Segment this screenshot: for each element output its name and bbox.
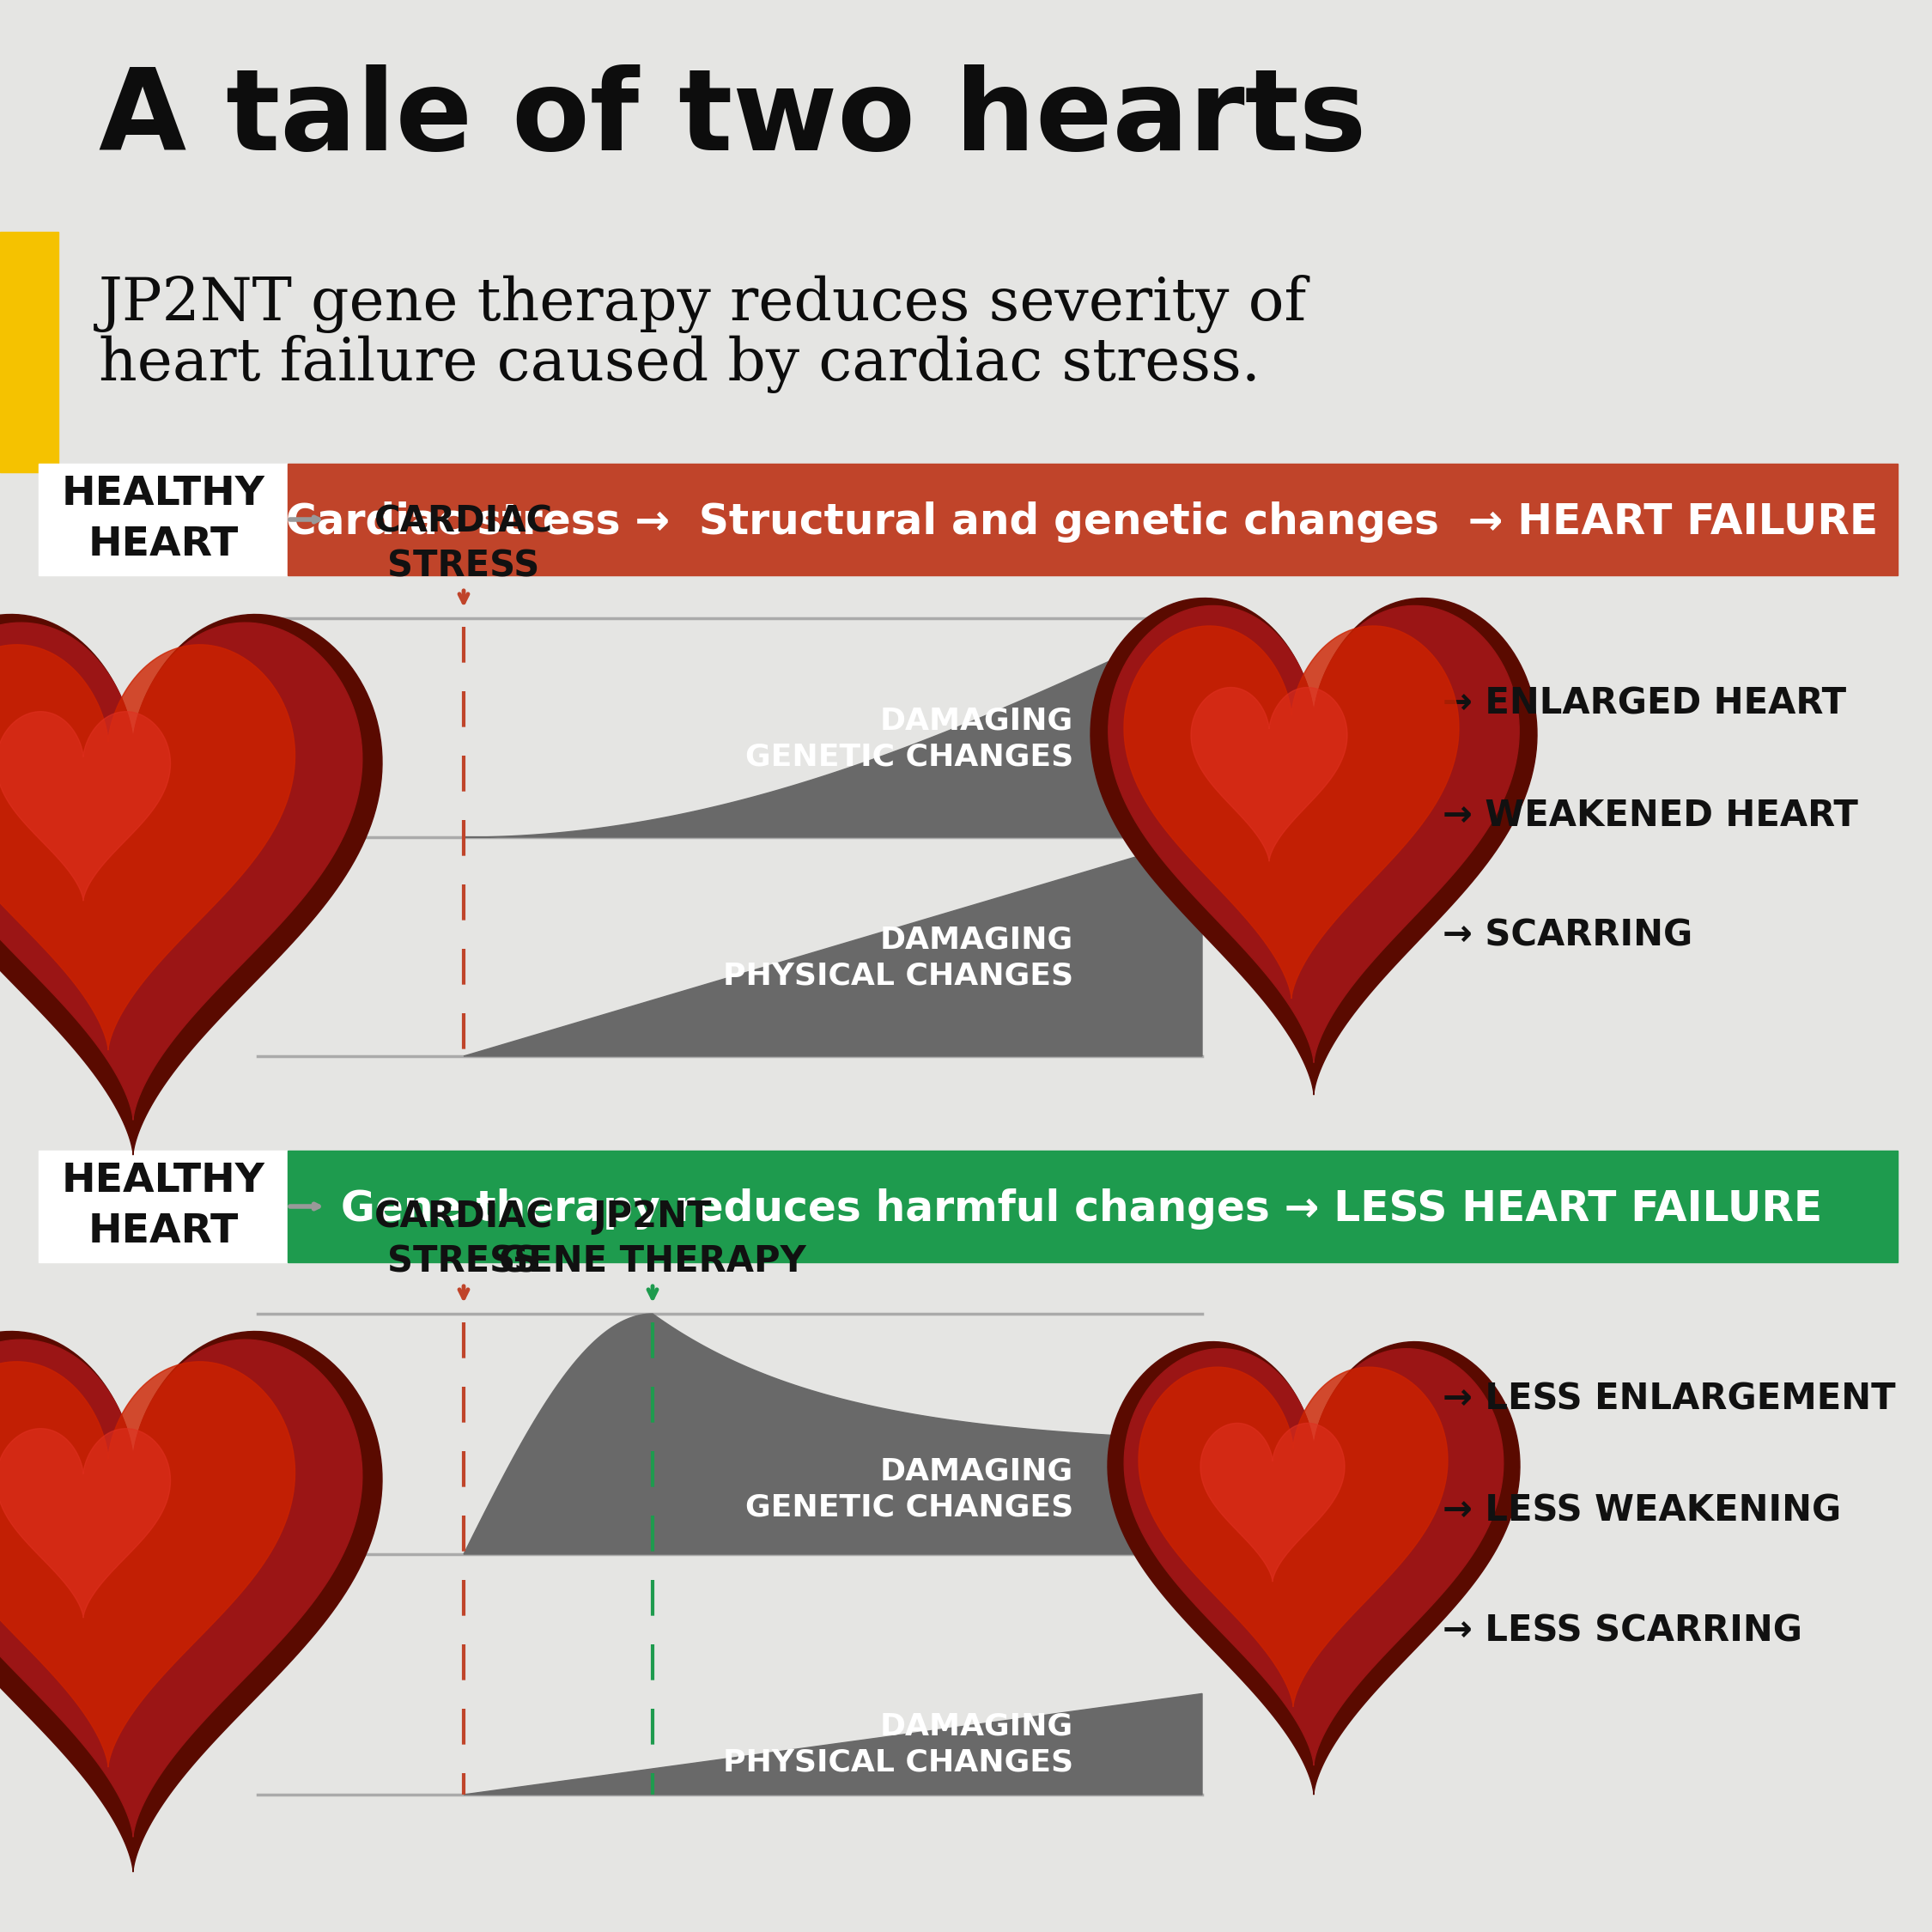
Text: HEALTHY
HEART: HEALTHY HEART bbox=[62, 1161, 265, 1252]
Bar bbox=[39, 464, 288, 576]
Text: → LESS ENLARGEMENT: → LESS ENLARGEMENT bbox=[1443, 1381, 1895, 1418]
Polygon shape bbox=[0, 614, 383, 1155]
Bar bbox=[0, 232, 58, 471]
Polygon shape bbox=[0, 1331, 383, 1872]
Polygon shape bbox=[0, 711, 170, 900]
Polygon shape bbox=[1124, 1349, 1503, 1766]
Text: Gene therapy reduces harmful changes → LESS HEART FAILURE: Gene therapy reduces harmful changes → L… bbox=[342, 1188, 1822, 1229]
Text: DAMAGING
GENETIC CHANGES: DAMAGING GENETIC CHANGES bbox=[746, 1457, 1074, 1522]
Polygon shape bbox=[1200, 1424, 1345, 1582]
Bar bbox=[288, 1151, 1897, 1262]
Polygon shape bbox=[464, 837, 1202, 1057]
Text: Cardiac stress →  Structural and genetic changes  → HEART FAILURE: Cardiac stress → Structural and genetic … bbox=[286, 502, 1878, 543]
Bar bbox=[39, 1151, 288, 1262]
Polygon shape bbox=[1190, 688, 1347, 862]
Polygon shape bbox=[0, 1339, 361, 1837]
Polygon shape bbox=[1138, 1368, 1447, 1706]
Polygon shape bbox=[0, 645, 296, 1049]
Text: → LESS SCARRING: → LESS SCARRING bbox=[1443, 1613, 1803, 1650]
Text: JP2NT
GENE THERAPY: JP2NT GENE THERAPY bbox=[498, 1198, 806, 1279]
Polygon shape bbox=[464, 618, 1202, 837]
Text: JP2NT gene therapy reduces severity of: JP2NT gene therapy reduces severity of bbox=[99, 274, 1308, 332]
Polygon shape bbox=[0, 1362, 296, 1768]
Polygon shape bbox=[1124, 626, 1459, 999]
Polygon shape bbox=[1090, 599, 1538, 1095]
Polygon shape bbox=[464, 1314, 1202, 1553]
Polygon shape bbox=[0, 1428, 170, 1617]
Polygon shape bbox=[1109, 607, 1519, 1063]
Text: → LESS WEAKENING: → LESS WEAKENING bbox=[1443, 1493, 1841, 1530]
Text: DAMAGING
PHYSICAL CHANGES: DAMAGING PHYSICAL CHANGES bbox=[723, 1712, 1074, 1777]
Polygon shape bbox=[0, 622, 361, 1121]
Text: CARDIAC
STRESS: CARDIAC STRESS bbox=[375, 1198, 553, 1279]
Text: → ENLARGED HEART: → ENLARGED HEART bbox=[1443, 686, 1847, 723]
Text: DAMAGING
GENETIC CHANGES: DAMAGING GENETIC CHANGES bbox=[746, 705, 1074, 771]
Text: → SCARRING: → SCARRING bbox=[1443, 918, 1692, 954]
Polygon shape bbox=[464, 1694, 1202, 1795]
Text: CARDIAC
STRESS: CARDIAC STRESS bbox=[375, 502, 553, 583]
Bar bbox=[288, 464, 1897, 576]
Text: → WEAKENED HEART: → WEAKENED HEART bbox=[1443, 798, 1859, 835]
Text: A tale of two hearts: A tale of two hearts bbox=[99, 64, 1366, 174]
Text: DAMAGING
PHYSICAL CHANGES: DAMAGING PHYSICAL CHANGES bbox=[723, 925, 1074, 991]
Text: HEALTHY
HEART: HEALTHY HEART bbox=[62, 475, 265, 564]
Text: heart failure caused by cardiac stress.: heart failure caused by cardiac stress. bbox=[99, 334, 1260, 394]
Polygon shape bbox=[1107, 1341, 1520, 1795]
